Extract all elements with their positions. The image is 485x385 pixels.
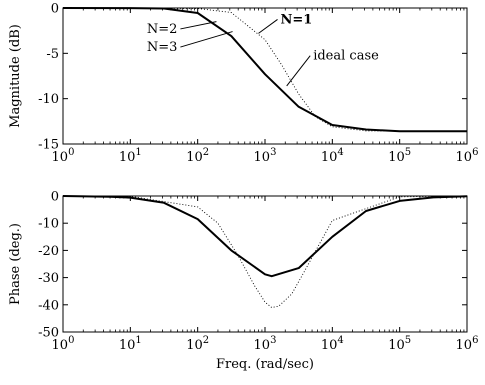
x-tick-label: 101 — [119, 147, 142, 165]
phase-series-solid-line — [62, 195, 468, 278]
annotation-label: N=1 — [281, 12, 313, 27]
x-tick-label: 105 — [388, 147, 411, 165]
x-tick-label-exponent: 6 — [472, 147, 478, 158]
x-tick-label: 100 — [52, 147, 75, 165]
annotation-label: ideal case — [313, 49, 379, 64]
x-tick-label-exponent: 4 — [337, 335, 343, 346]
y-tick-label: 0 — [51, 2, 59, 17]
x-tick-label-exponent: 4 — [337, 147, 343, 158]
annotation-label: N=3 — [147, 40, 178, 55]
y-tick-label: -50 — [38, 326, 59, 341]
x-tick-label: 104 — [321, 147, 344, 165]
x-tick-label: 103 — [254, 147, 277, 165]
x-tick-label: 106 — [456, 147, 479, 165]
x-tick-label-base: 10 — [456, 150, 473, 165]
x-tick-label: 104 — [321, 335, 344, 353]
y-tick-label: -10 — [38, 92, 59, 107]
y-tick-label: -15 — [38, 138, 59, 153]
x-tick-label-base: 10 — [254, 150, 271, 165]
y-tick-label: -30 — [38, 271, 59, 286]
x-axis-label: Freq. (rad/sec) — [216, 357, 314, 372]
x-tick-label-base: 10 — [52, 338, 69, 353]
x-tick-label-exponent: 5 — [405, 147, 411, 158]
x-tick-label-exponent: 3 — [270, 147, 276, 158]
annotation-leader-line — [286, 55, 311, 87]
y-axis-label: Phase (deg.) — [8, 223, 23, 305]
x-tick-label: 105 — [388, 335, 411, 353]
x-tick-label-exponent: 2 — [203, 147, 209, 158]
y-tick-label: -5 — [46, 47, 59, 62]
x-tick-label-exponent: 0 — [68, 335, 74, 346]
y-tick-label: -20 — [38, 244, 59, 259]
x-tick-label-base: 10 — [388, 338, 405, 353]
x-tick-label-exponent: 3 — [270, 335, 276, 346]
y-tick-label: 0 — [51, 190, 59, 205]
x-tick-label: 106 — [456, 335, 479, 353]
y-tick-label: -40 — [38, 298, 59, 313]
x-tick-label: 101 — [119, 335, 142, 353]
annotation-leader-line — [258, 19, 278, 34]
x-tick-label-base: 10 — [186, 150, 203, 165]
magnitude-series-solid-line — [62, 7, 467, 133]
annotation-label: N=2 — [147, 22, 178, 37]
x-tick-label-base: 10 — [119, 338, 136, 353]
x-tick-label-exponent: 5 — [405, 335, 411, 346]
phase-plot-frame — [62, 195, 468, 333]
x-tick-label-exponent: 6 — [472, 335, 478, 346]
x-tick-label: 103 — [254, 335, 277, 353]
x-tick-label-exponent: 1 — [135, 147, 141, 158]
x-tick-label-exponent: 2 — [203, 335, 209, 346]
x-tick-label-exponent: 0 — [68, 147, 74, 158]
x-tick-label-exponent: 1 — [135, 335, 141, 346]
x-tick-label: 102 — [186, 335, 209, 353]
x-tick-label-base: 10 — [321, 338, 338, 353]
annotation-leader-line — [180, 31, 233, 48]
x-tick-label-base: 10 — [52, 150, 69, 165]
x-tick-label: 102 — [186, 147, 209, 165]
x-tick-label-base: 10 — [321, 150, 338, 165]
annotation-leader-line — [180, 21, 217, 30]
x-tick-label-base: 10 — [186, 338, 203, 353]
y-tick-label: -10 — [38, 217, 59, 232]
phase-plot: 100 101 102 103 104 105 1060-10-20-30-40-50Pha… — [8, 190, 478, 373]
x-tick-label-base: 10 — [119, 150, 136, 165]
x-tick-label: 100 — [52, 335, 75, 353]
magnitude-series-dotted-line — [63, 7, 468, 132]
y-axis-label: Magnitude (dB) — [8, 24, 23, 128]
magnitude-plot: 100 101 102 103 104 105 1060-5-10-15Magnitude … — [8, 2, 478, 166]
phase-series-dotted-line — [62, 195, 468, 308]
x-tick-label-base: 10 — [456, 338, 473, 353]
x-tick-label-base: 10 — [388, 150, 405, 165]
x-tick-label-base: 10 — [254, 338, 271, 353]
